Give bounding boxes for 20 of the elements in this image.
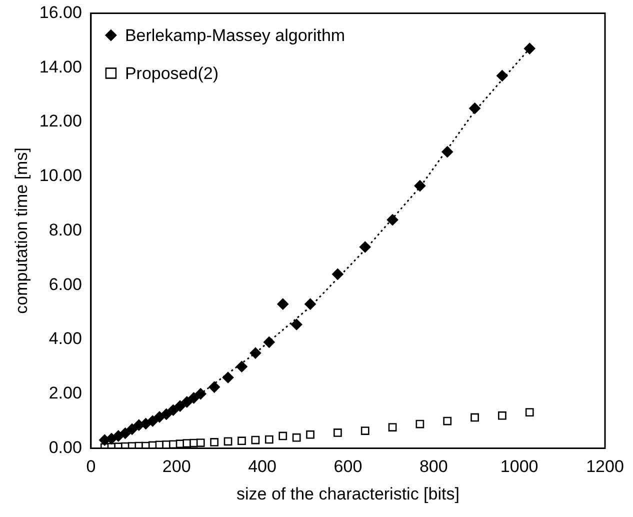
x-tick-label: 600 <box>334 457 362 476</box>
x-tick-label: 0 <box>86 457 96 476</box>
y-tick-label: 2.00 <box>48 384 82 403</box>
y-tick-label: 10.00 <box>39 166 82 186</box>
y-tick-label: 8.00 <box>48 220 82 240</box>
legend-label: Berlekamp-Massey algorithm <box>124 26 346 45</box>
y-tick-label: 16.00 <box>39 2 82 22</box>
x-tick-label: 800 <box>419 457 448 476</box>
x-tick-label: 1200 <box>586 457 624 476</box>
y-tick-label: 6.00 <box>48 274 82 294</box>
x-axis-title: size of the characteristic [bits] <box>236 484 460 504</box>
x-tick-label: 200 <box>162 457 191 476</box>
y-tick-label: 12.00 <box>39 112 82 131</box>
x-tick-label: 400 <box>248 457 276 476</box>
legend-label: Proposed(2) <box>124 64 219 83</box>
y-tick-label: 4.00 <box>48 329 82 348</box>
y-axis-title: computation time [ms] <box>12 148 31 314</box>
x-tick-label: 1000 <box>500 457 538 476</box>
y-tick-label: 14.00 <box>39 57 82 76</box>
y-tick-label: 0.00 <box>48 438 82 457</box>
